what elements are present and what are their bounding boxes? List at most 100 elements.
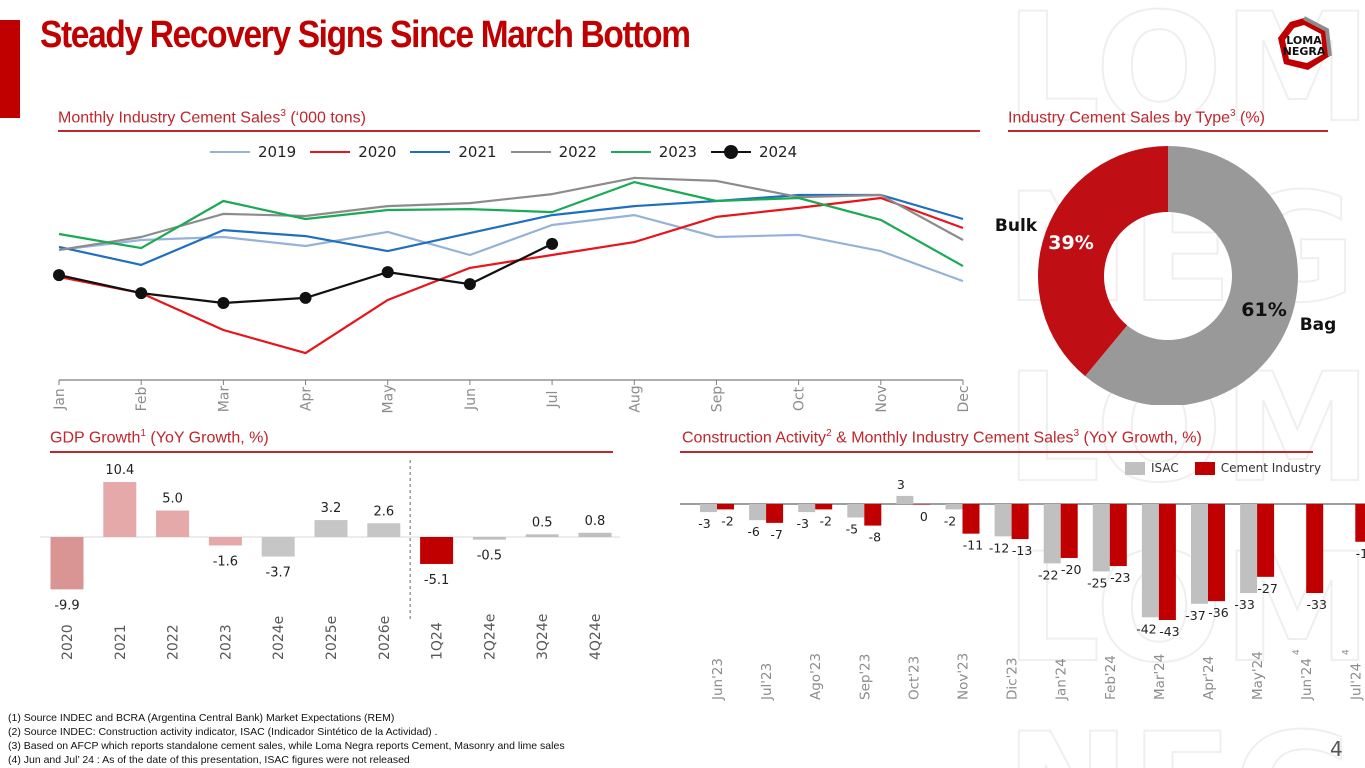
legend-swatch-cement-industry xyxy=(1194,461,1215,475)
footnote-3: (3) Based on AFCP which reports standalo… xyxy=(8,740,565,752)
x-tick-label-mar: Mar xyxy=(216,386,232,413)
x-tick-label-2021: 2021 xyxy=(113,624,129,660)
bar-isac-ago-23 xyxy=(798,504,816,513)
x-tick-label-apr-24: Apr'24 xyxy=(1201,656,1217,700)
donut-category-label-bag: Bag xyxy=(1300,315,1337,335)
legend-label-isac: ISAC xyxy=(1151,461,1179,475)
legend-item-2021: 2021 xyxy=(410,143,497,161)
data-label-cement-industry-feb-24: -23 xyxy=(1110,570,1130,585)
monthly-sales-title-text: Monthly Industry Cement Sales xyxy=(58,109,281,127)
x-tick-label-1q24: 1Q24 xyxy=(430,622,446,660)
footnote-ref: 3 xyxy=(1073,428,1080,439)
footnote-2: (2) Source INDEC: Construction activity … xyxy=(8,726,438,738)
x-tick-label-3q24e: 3Q24e xyxy=(535,614,551,660)
data-label-cement-industry-jun-24: -33 xyxy=(1306,597,1326,612)
bar-cement-industry-jul-24 xyxy=(1355,504,1365,542)
bar-isac-apr-24 xyxy=(1191,504,1208,604)
data-label-isac-apr-24: -37 xyxy=(1185,608,1205,623)
bar-cement-industry-ago-23 xyxy=(815,504,833,510)
data-label-cement-industry-jul-23: -7 xyxy=(770,527,782,542)
gdp-title-underline xyxy=(50,451,613,453)
data-label-2026e: 2.6 xyxy=(373,504,394,519)
bar-cement-industry-may-24 xyxy=(1257,504,1275,577)
donut-value-label-bulk: 39% xyxy=(1048,232,1093,254)
series-line-2021 xyxy=(58,193,964,266)
gdp-title-text: GDP Growth xyxy=(50,429,141,447)
series-line-2019 xyxy=(58,214,964,283)
bar-cement-industry-feb-24 xyxy=(1109,504,1127,567)
bar-2q24e xyxy=(472,537,506,540)
logo-line2: NEGRA xyxy=(1283,45,1326,58)
footnote-1: (1) Source INDEC and BCRA (Argentina Cen… xyxy=(8,712,395,724)
data-label-isac-nov-23: -2 xyxy=(944,513,956,528)
footnote-ref-jul-24: 4 xyxy=(1341,649,1351,655)
data-point-2024-jan xyxy=(53,269,65,282)
data-label-isac-jan-24: -22 xyxy=(1038,567,1058,582)
legend-label: 2020 xyxy=(358,143,397,161)
legend-swatch xyxy=(410,150,451,154)
bar-2021 xyxy=(103,482,137,537)
legend-swatch-isac xyxy=(1125,461,1145,475)
x-tick-label-jan-24: Jan'24 xyxy=(1054,658,1070,701)
data-label-isac-jun-23: -3 xyxy=(698,516,710,531)
data-label-cement-industry-mar-24: -43 xyxy=(1159,624,1179,639)
series-line-2022 xyxy=(58,176,964,251)
monthly-sales-title-underline xyxy=(58,130,980,132)
sales-by-type-title-suffix: (%) xyxy=(1235,109,1265,127)
data-label-cement-industry-ago-23: -2 xyxy=(819,513,831,528)
loma-negra-logo: LOMA NEGRA xyxy=(1278,16,1332,70)
legend-item-2024: 2024 xyxy=(710,143,798,161)
construction-title-underline xyxy=(680,451,1313,453)
footnote-ref: 2 xyxy=(826,428,832,439)
x-tick-label-may: May xyxy=(381,385,397,414)
donut-category-label-bulk: Bulk xyxy=(995,216,1038,236)
bar-isac-jun-23 xyxy=(700,504,717,513)
x-tick-label-nov-23: Nov'23 xyxy=(956,653,972,700)
page-title: Steady Recovery Signs Since March Bottom xyxy=(40,14,691,56)
x-tick-label-dec: Dec xyxy=(956,385,972,412)
data-point-2024-feb xyxy=(135,287,148,300)
legend-label: 2022 xyxy=(558,143,597,161)
x-tick-label-jun-23: Jun'23 xyxy=(710,658,726,701)
bar-1q24 xyxy=(420,537,454,564)
bar-cement-industry-jan-24 xyxy=(1060,504,1078,558)
construction-title-suffix: (YoY Growth, %) xyxy=(1079,429,1202,447)
construction-title: Construction Activity2 & Monthly Industr… xyxy=(682,428,1202,447)
data-label-isac-may-24: -33 xyxy=(1234,597,1254,612)
legend-item-2020: 2020 xyxy=(310,143,396,161)
gdp-title-suffix: (YoY Growth, %) xyxy=(145,429,269,447)
bar-isac-jul-23 xyxy=(749,504,767,521)
x-tick-label-oct-23: Oct'23 xyxy=(906,656,922,700)
data-point-2024-may xyxy=(381,266,394,279)
data-label-2025e: 3.2 xyxy=(321,501,342,516)
bar-isac-oct-23 xyxy=(896,495,914,504)
bar-4q24e xyxy=(578,532,612,537)
construction-chart-legend: ISAC Cement Industry xyxy=(1125,461,1321,475)
bar-isac-dic-23 xyxy=(994,504,1012,537)
legend-label: 2024 xyxy=(758,143,798,161)
gdp-bar-chart: -9.9 2020 10.4 2021 5.0 2022 -1.6 2023 -3.7 2024e… xyxy=(40,460,620,660)
data-label-cement-industry-apr-24: -36 xyxy=(1208,605,1228,620)
bar-isac-mar-24 xyxy=(1141,504,1159,618)
bar-cement-industry-dic-23 xyxy=(1011,504,1029,540)
bar-2022 xyxy=(156,510,190,537)
legend-item-2022: 2022 xyxy=(510,143,597,161)
monthly-sales-title-suffix: (‘000 tons) xyxy=(285,109,366,127)
x-tick-label-nov: Nov xyxy=(874,385,890,412)
footnotes: (1) Source INDEC and BCRA (Argentina Cen… xyxy=(8,711,565,767)
legend-swatch xyxy=(610,150,651,154)
data-label-isac-sep-23: -5 xyxy=(846,521,858,536)
construction-title-text: Construction Activity xyxy=(682,429,827,447)
bar-cement-industry-nov-23 xyxy=(962,504,980,534)
legend-label: 2023 xyxy=(658,143,697,161)
bar-isac-feb-24 xyxy=(1092,504,1110,572)
footnote-ref: 3 xyxy=(1230,108,1236,119)
data-label-cement-industry-jan-24: -20 xyxy=(1061,562,1081,577)
logo-line1: LOMA xyxy=(1286,34,1322,47)
x-tick-label-jul-23: Jul'23 xyxy=(759,663,775,701)
data-label-cement-industry-jun-23: -2 xyxy=(721,513,733,528)
bar-isac-jan-24 xyxy=(1043,504,1061,564)
monthly-sales-title: Monthly Industry Cement Sales3 (‘000 ton… xyxy=(58,108,366,127)
data-label-isac-oct-23: 3 xyxy=(897,477,905,492)
x-tick-label-jul-24: Jul'24 xyxy=(1348,663,1364,701)
